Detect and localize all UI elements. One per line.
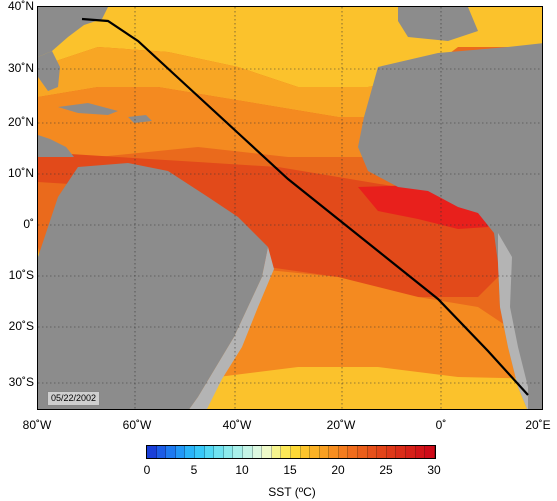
land-florida [38,51,60,91]
colorbar-swatch [396,446,407,458]
lon-label-40w: 40˚W [222,418,252,432]
colorbar-swatch [319,446,330,458]
lon-label-20e: 20˚E [525,418,551,432]
ship-track [81,17,529,396]
land-africa [358,43,542,409]
colorbar-swatch [329,446,339,458]
colorbar-swatch [252,446,263,458]
colorbar-swatch [377,446,387,458]
colorbar-swatch [386,446,397,458]
colorbar-swatch [214,446,224,458]
sst-band-subtrop [38,87,398,167]
colorbar-swatch [233,446,243,458]
colorbar-swatch [262,446,272,458]
land-south-america [38,163,268,409]
colorbar-swatch [338,446,349,458]
graticule [38,7,542,409]
lat-label-40n: 40˚N [7,0,34,13]
lat-label-10n: 10˚N [7,166,34,180]
colorbar-swatch [425,446,435,458]
sst-band-south-yellow [189,367,542,409]
land-cuba [58,103,118,115]
lon-label-80w: 80˚W [22,418,52,432]
date-stamp: 05/22/2002 [47,391,101,406]
colorbar-swatch [367,446,378,458]
colorbar-swatch [415,446,426,458]
lat-label-30s: 30˚S [8,375,34,389]
lat-label-20n: 20˚N [7,115,34,129]
lon-label-60w: 60˚W [122,418,152,432]
lat-label-30n: 30˚N [7,61,34,75]
lat-label-0: 0˚ [23,217,34,231]
sst-map-canvas [38,7,542,409]
colorbar-tick-0: 0 [143,463,151,477]
colorbar-tick-15: 15 [283,463,297,477]
colorbar-swatch [147,446,157,458]
colorbar-tick-25: 25 [379,463,393,477]
land-iberia [398,7,478,41]
lon-label-20w: 20˚W [326,418,356,432]
colorbar-tick-30: 30 [427,463,441,477]
colorbar-swatch [175,446,186,458]
shelf-south-america [189,247,274,409]
land-hispaniola [128,115,152,123]
colorbar-swatch [156,446,167,458]
colorbar-swatch [204,446,215,458]
colorbar-swatch [194,446,205,458]
colorbar-swatch [406,446,416,458]
land-central-america [38,135,74,157]
colorbar-tick-10: 10 [235,463,249,477]
colorbar-swatch [223,446,234,458]
colorbar-tick-5: 5 [190,463,198,477]
colorbar-swatch [310,446,320,458]
colorbar-title: SST (ºC) [268,485,316,499]
colorbar-tick-20: 20 [331,463,345,477]
colorbar-swatch [348,446,359,458]
colorbar-swatch [166,446,176,458]
colorbar-swatch [300,446,311,458]
shelf-africa-west [498,233,528,409]
sst-band-north-orange [38,47,438,117]
colorbar-swatch [185,446,195,458]
lat-label-10s: 10˚S [8,268,34,282]
sst-colorbar [146,445,436,459]
sst-map: 05/22/2002 [37,6,543,410]
colorbar-swatch [242,446,253,458]
colorbar-swatch [358,446,368,458]
colorbar-swatch [290,446,301,458]
lon-label-0: 0˚ [435,418,447,432]
colorbar-swatch [271,446,282,458]
colorbar-swatch [281,446,291,458]
lat-label-20s: 20˚S [8,319,34,333]
